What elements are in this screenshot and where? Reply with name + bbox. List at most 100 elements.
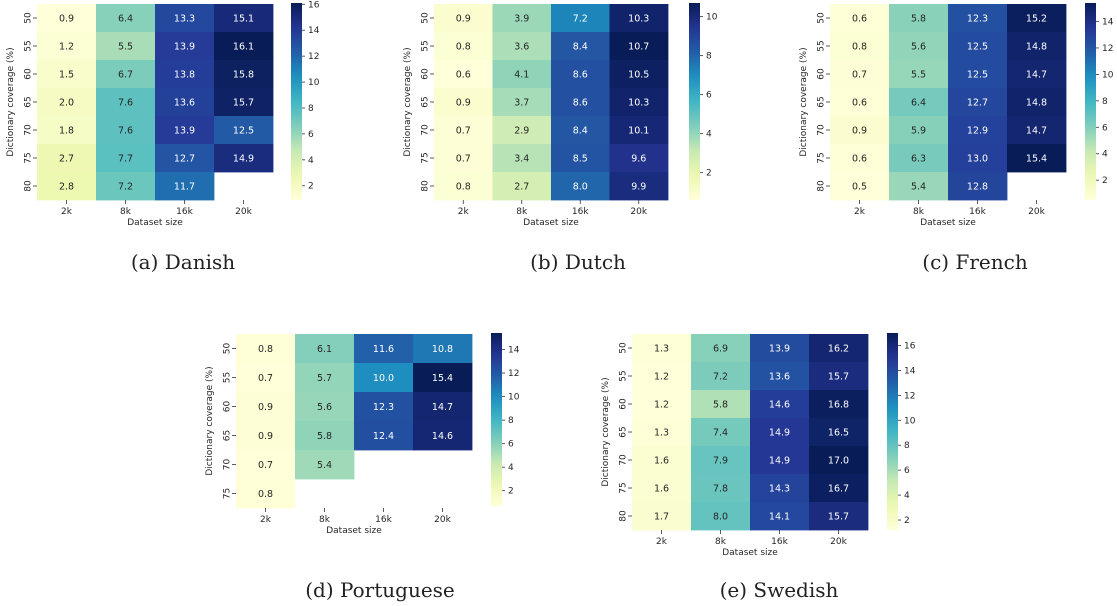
colorbar — [291, 3, 302, 200]
heatmap-2: 0.9 3.9 7.2 10.30.8 3.6 8.4 10.70.6 4.1 8.6 10.50… — [403, 3, 718, 228]
y-axis-label: Dictionary coverage (%) — [601, 377, 611, 486]
y-tick-label: 75 — [421, 152, 431, 163]
cell-value-label: 12.9 — [967, 126, 988, 137]
y-tick-label: 55 — [817, 40, 827, 51]
colorbar-tick-label: 8 — [1102, 97, 1108, 107]
cell-value-label: 8.4 — [573, 42, 588, 53]
subfigure-caption: (b) Dutch — [530, 250, 626, 274]
colorbar-tick-label: 4 — [904, 491, 910, 501]
colorbar-tick-label: 6 — [904, 466, 910, 476]
colorbar-tick-label: 8 — [508, 416, 514, 426]
cell-value-label: 15.1 — [233, 14, 254, 25]
cell-value-label: 2.7 — [59, 154, 74, 165]
cell-value-label: 0.8 — [852, 42, 867, 53]
cell-value-label: 5.6 — [317, 402, 332, 413]
colorbar-tick-label: 12 — [308, 52, 319, 62]
y-axis-label: Dictionary coverage (%) — [403, 47, 413, 156]
x-tick-label: 20k — [434, 515, 451, 525]
x-tick-label: 20k — [830, 537, 847, 547]
cell-value-label: 2.8 — [59, 182, 74, 193]
x-axis-label: Dataset size — [722, 548, 778, 558]
cell-value-label: 0.8 — [258, 344, 273, 355]
y-tick-label: 50 — [619, 342, 629, 354]
cell-value-label: 8.6 — [573, 70, 588, 81]
cell-value-label: 12.4 — [373, 431, 394, 442]
y-tick-label: 75 — [24, 152, 34, 163]
cell-value-label: 1.2 — [654, 372, 669, 383]
colorbar-tick-label: 4 — [308, 156, 314, 166]
cell-value-label: 0.7 — [258, 373, 273, 384]
cell-value-label: 14.9 — [769, 428, 790, 439]
cell-value-label: 3.6 — [514, 42, 529, 53]
cell-value-label: 1.2 — [654, 400, 669, 411]
x-axis-label: Dataset size — [920, 218, 976, 228]
cell-value-label: 5.6 — [911, 42, 926, 53]
cell-value-label: 1.6 — [654, 456, 669, 467]
cell-value-label: 14.6 — [432, 431, 453, 442]
cell-value-label: 8.0 — [573, 182, 588, 193]
y-tick-label: 65 — [223, 430, 233, 441]
cell-value-label: 11.6 — [373, 344, 394, 355]
cell-value-label: 12.8 — [967, 182, 988, 193]
cell-value-label: 14.6 — [769, 400, 790, 411]
cell-value-label: 13.9 — [174, 42, 195, 53]
colorbar-tick-label: 16 — [308, 0, 320, 10]
cell-value-label: 0.9 — [258, 402, 273, 413]
cell-value-label: 7.6 — [118, 126, 133, 137]
cell-value-label: 4.1 — [514, 70, 529, 81]
colorbar-tick-label: 6 — [1102, 123, 1108, 133]
cell-value-label: 5.4 — [911, 182, 926, 193]
cell-value-label: 14.9 — [769, 456, 790, 467]
colorbar-tick-label: 6 — [706, 91, 712, 101]
cell-value-label: 14.9 — [233, 154, 254, 165]
y-tick-label: 60 — [223, 401, 233, 413]
heatmap-5: 1.3 6.9 13.9 16.21.2 7.2 13.6 15.71.2 5.8 14.6 16… — [601, 333, 916, 558]
cell-value-label: 15.7 — [828, 512, 849, 523]
cell-value-label: 1.8 — [59, 126, 74, 137]
x-tick-label: 16k — [771, 537, 788, 547]
cell-value-label: 0.6 — [852, 98, 867, 109]
cell-value-label: 6.4 — [118, 14, 133, 25]
y-axis-label: Dictionary coverage (%) — [205, 366, 215, 475]
colorbar-tick-label: 16 — [904, 341, 916, 351]
cell-value-label: 13.8 — [174, 70, 195, 81]
colorbar-tick-label: 10 — [508, 393, 520, 403]
y-tick-label: 70 — [421, 124, 431, 136]
y-tick-label: 80 — [421, 180, 431, 192]
cell-value-label: 0.8 — [456, 42, 471, 53]
cell-value-label: 0.9 — [456, 98, 471, 109]
cell-value-label: 2.9 — [514, 126, 529, 137]
cell-value-label: 1.6 — [654, 484, 669, 495]
x-tick-label: 8k — [913, 207, 925, 217]
colorbar-tick-label: 14 — [904, 366, 916, 376]
x-tick-label: 16k — [969, 207, 986, 217]
cell-value-label: 15.4 — [432, 373, 453, 384]
cell-value-label: 10.3 — [628, 14, 649, 25]
cell-value-label: 14.7 — [1026, 126, 1047, 137]
cell-value-label: 0.7 — [852, 70, 867, 81]
heatmap-4: 0.8 6.1 11.6 10.8 0.7 5.7 10.0 15.4 0.9 5.6 12.3 14… — [205, 333, 520, 536]
cell-value-label: 5.7 — [317, 373, 332, 384]
colorbar-tick-label: 2 — [508, 487, 514, 497]
x-tick-label: 2k — [656, 537, 668, 547]
cell-value-label: 11.7 — [174, 182, 195, 193]
colorbar — [887, 333, 898, 530]
x-tick-label: 20k — [1028, 207, 1045, 217]
y-tick-label: 55 — [24, 40, 34, 51]
y-tick-label: 55 — [223, 372, 233, 383]
cell-value-label: 5.8 — [317, 431, 332, 442]
cell-value-label: 8.4 — [573, 126, 588, 137]
colorbar — [1085, 3, 1096, 200]
colorbar-tick-label: 2 — [904, 516, 910, 526]
cell-value-label: 6.4 — [911, 98, 926, 109]
cell-value-label: 0.9 — [852, 126, 867, 137]
cell-value-label: 3.7 — [514, 98, 529, 109]
colorbar-tick-label: 14 — [508, 345, 520, 355]
cell-value-label: 14.8 — [1026, 42, 1047, 53]
cell-value-label: 8.5 — [573, 154, 588, 165]
y-tick-label: 75 — [223, 488, 233, 499]
cell-value-label: 10.8 — [432, 344, 453, 355]
cell-value-label: 15.7 — [233, 98, 254, 109]
y-tick-label: 50 — [24, 12, 34, 24]
